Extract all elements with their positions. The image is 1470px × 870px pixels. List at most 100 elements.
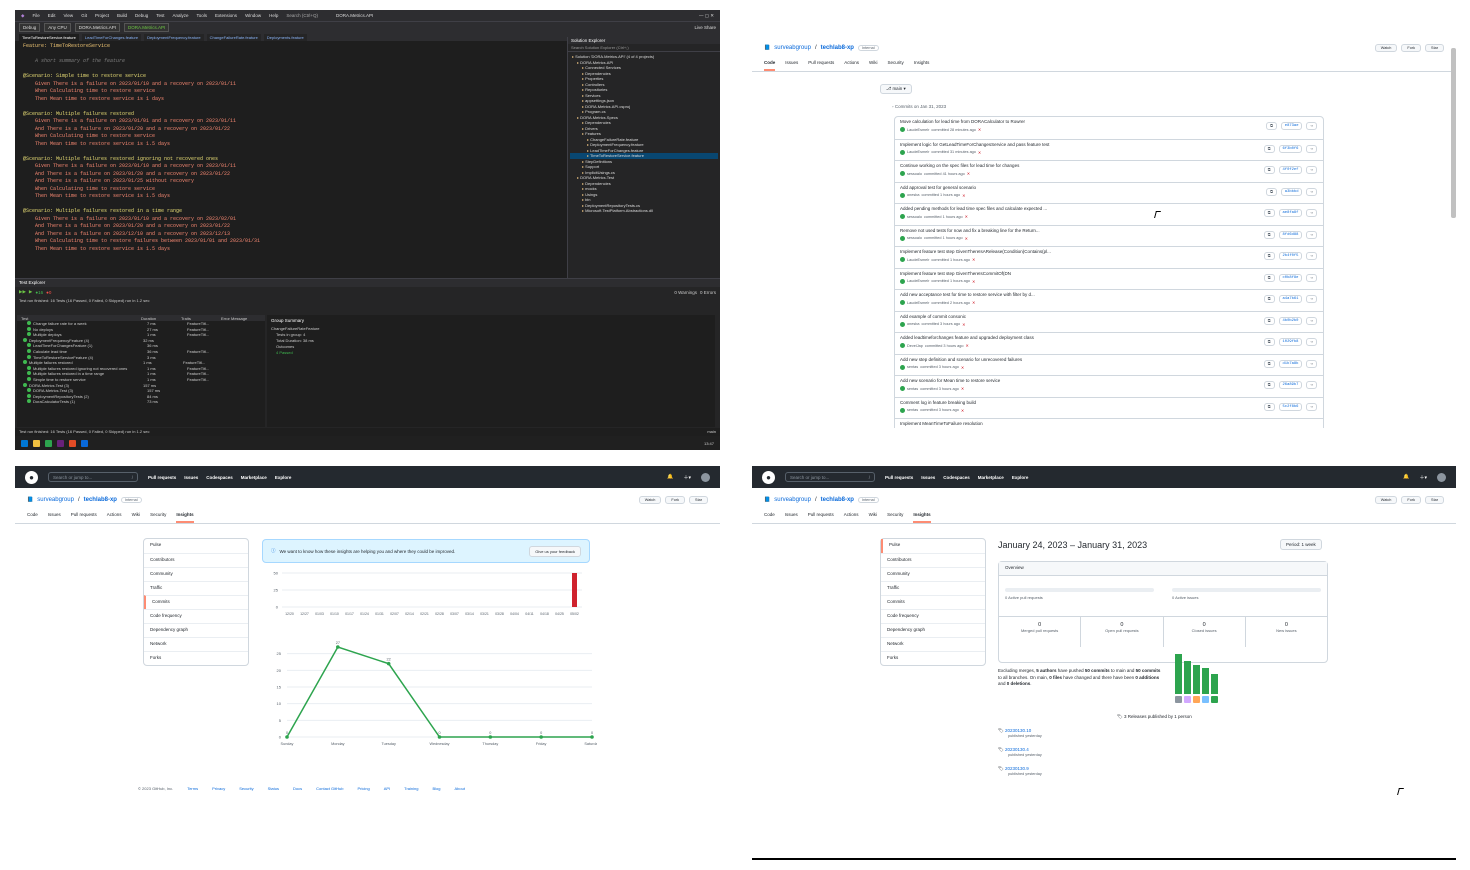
- test-row[interactable]: Simple time to restore service 1 ms Featur…: [17, 376, 265, 383]
- commit-message[interactable]: Add approval test for general scenario: [900, 184, 977, 190]
- commit-sha[interactable]: e873ae: [1280, 122, 1303, 130]
- test-row[interactable]: DeploymentFrequencyFeature (4) 32 ms: [17, 337, 265, 344]
- avatar[interactable]: [1211, 696, 1218, 703]
- menu-item[interactable]: Edit: [47, 13, 56, 18]
- nav-marketplace[interactable]: Marketplace: [240, 474, 267, 480]
- tab-actions[interactable]: Actions: [106, 512, 122, 517]
- avatar[interactable]: [1184, 696, 1191, 703]
- commit-author[interactable]: sessoalo: [907, 214, 922, 219]
- test-row[interactable]: Multiple failures restored in a time ran…: [17, 371, 265, 377]
- commit-author[interactable]: LaudeEsmelr: [907, 257, 930, 262]
- passed-count-icon[interactable]: ●16: [35, 289, 44, 295]
- browse-code-icon[interactable]: ‹›: [1306, 144, 1317, 153]
- solution-tree-item[interactable]: ▸ Usings: [570, 192, 718, 198]
- project-select[interactable]: DORA.Metrics.API: [74, 22, 121, 32]
- solution-tree-item[interactable]: ▸ bin: [570, 197, 718, 203]
- plus-icon[interactable]: ＋▾: [1419, 474, 1427, 481]
- commit-author[interactable]: sessoalo: [907, 236, 922, 240]
- solution-tree-item[interactable]: ▸ Connected Services: [570, 65, 718, 71]
- teams-icon[interactable]: [81, 439, 88, 447]
- sidebar-item-traffic[interactable]: Traffic: [144, 581, 248, 595]
- copy-sha-icon[interactable]: ⧉: [1266, 122, 1277, 130]
- avatar[interactable]: [900, 149, 905, 155]
- commit-row[interactable]: Continue working on the spec files for l…: [895, 160, 1323, 182]
- tab-code[interactable]: Code: [764, 512, 775, 517]
- commit-message[interactable]: Added pending methods for lead time spec…: [900, 206, 1048, 211]
- commit-sha[interactable]: a3bbbd: [1280, 187, 1303, 196]
- browse-code-icon[interactable]: ‹›: [1306, 187, 1317, 196]
- sidebar-item-traffic[interactable]: Traffic: [881, 581, 985, 595]
- sidebar-item-forks[interactable]: Forks: [144, 651, 248, 665]
- commit-sha[interactable]: d1b7a8b: [1278, 359, 1303, 368]
- avatar[interactable]: [900, 235, 905, 241]
- test-row[interactable]: Multiple deploys 1 ms FeatureTitl...: [17, 332, 265, 338]
- watch-button[interactable]: Watch: [1374, 496, 1398, 504]
- tab-code[interactable]: Code: [764, 60, 776, 71]
- check-failed-icon[interactable]: ✕: [977, 128, 982, 132]
- search-input[interactable]: Search or jump to... /: [48, 472, 138, 482]
- solution-tree-item[interactable]: ▸ DeploymentRepositoryTests.cs: [570, 203, 718, 209]
- commit-sha[interactable]: 5c2f8b6: [1278, 402, 1303, 411]
- avatar[interactable]: [900, 257, 905, 262]
- data-point[interactable]: [590, 735, 594, 739]
- commit-row[interactable]: Add new acceptance test for time to rest…: [895, 289, 1323, 311]
- solution-tree-item[interactable]: ▸ DORA.Metrics.API: [570, 60, 718, 66]
- commit-author[interactable]: LaudeEsmelr: [907, 127, 930, 132]
- test-row[interactable]: DeploymentRepositoryTests (2) 84 ms: [17, 393, 265, 400]
- avatar[interactable]: [900, 386, 905, 391]
- code-editor[interactable]: Feature: TimeToRestoreService A short su…: [15, 41, 563, 278]
- test-row[interactable]: No deploys 27 ms FeatureTitl...: [17, 326, 265, 333]
- menu-item[interactable]: Help: [269, 13, 279, 18]
- bar[interactable]: [572, 573, 577, 607]
- data-point[interactable]: [336, 645, 340, 649]
- menu-item[interactable]: View: [63, 13, 74, 18]
- commit-author[interactable]: sentas: [907, 386, 919, 391]
- github-logo-icon[interactable]: ●: [762, 470, 775, 484]
- check-failed-icon[interactable]: ✕: [972, 301, 976, 305]
- avatar[interactable]: [1175, 696, 1182, 703]
- commit-row[interactable]: Add new step definition and scenario for…: [895, 353, 1323, 376]
- notifications-icon[interactable]: 🔔: [1403, 474, 1410, 480]
- test-row[interactable]: Change failure rate for a week 7 ms Featur…: [17, 321, 265, 327]
- avatar[interactable]: [900, 407, 905, 413]
- active-issues-label[interactable]: 0 Active issues: [1172, 595, 1199, 600]
- copy-sha-icon[interactable]: ⧉: [1266, 187, 1277, 196]
- test-row[interactable]: Multiple failures restored ignoring not …: [17, 365, 265, 372]
- commit-message[interactable]: Move calculation for lead time from DORA…: [900, 119, 1026, 124]
- commit-sha[interactable]: 1029fb8: [1278, 338, 1303, 346]
- menu-item[interactable]: Window: [245, 13, 262, 18]
- test-row[interactable]: DoraCalculatorTests (1) 73 ms: [17, 399, 265, 405]
- repo-link[interactable]: techlab8-xp: [820, 45, 854, 51]
- tab-security[interactable]: Security: [887, 60, 904, 65]
- github-logo-icon[interactable]: ●: [25, 470, 38, 484]
- commit-row[interactable]: Remove not used tests for now and fix a …: [895, 224, 1323, 247]
- solution-tree-item[interactable]: ▸ DORA.Metrics.Test: [570, 175, 718, 181]
- nav-explore[interactable]: Explore: [274, 474, 292, 480]
- tab-actions[interactable]: Actions: [843, 512, 859, 517]
- test-column-header[interactable]: Error Message: [221, 315, 248, 321]
- author-bar[interactable]: [1193, 665, 1200, 694]
- solution-tree-item[interactable]: ▸ ImplicitUsings.cs: [570, 170, 718, 176]
- copy-sha-icon[interactable]: ⧉: [1263, 166, 1275, 174]
- copy-sha-icon[interactable]: ⧉: [1263, 209, 1275, 217]
- solution-search[interactable]: Search Solution Explorer (Ctrl+;): [568, 44, 720, 52]
- footer-link[interactable]: Security: [239, 786, 254, 791]
- sidebar-item-code-frequency[interactable]: Code frequency: [881, 609, 985, 623]
- copy-sha-icon[interactable]: ⧉: [1263, 230, 1275, 239]
- commit-row[interactable]: Added leadtimeforchanges feature and upg…: [895, 332, 1323, 354]
- commit-sha[interactable]: a4a7b61: [1278, 295, 1303, 303]
- footer-link[interactable]: Status: [267, 786, 279, 791]
- commit-message[interactable]: Implement feature test step GivenThereIs…: [900, 270, 1012, 276]
- footer-link[interactable]: About: [454, 786, 465, 791]
- sidebar-item-network[interactable]: Network: [144, 637, 248, 651]
- release-tag[interactable]: 20230130.10: [1004, 728, 1032, 733]
- avatar[interactable]: [900, 278, 905, 284]
- commit-author[interactable]: onesba: [907, 322, 920, 326]
- explorer-icon[interactable]: [33, 439, 40, 447]
- commit-author[interactable]: sessoalo: [907, 171, 922, 176]
- org-link[interactable]: surveabgroup: [774, 45, 811, 51]
- solution-tree-item[interactable]: ▸ DORA.Metrics.API.csproj: [570, 104, 718, 110]
- solution-tree-item[interactable]: ▸ Drivers: [570, 126, 718, 132]
- avatar[interactable]: [1437, 472, 1446, 482]
- commit-sha[interactable]: 8fd6d88: [1278, 230, 1303, 239]
